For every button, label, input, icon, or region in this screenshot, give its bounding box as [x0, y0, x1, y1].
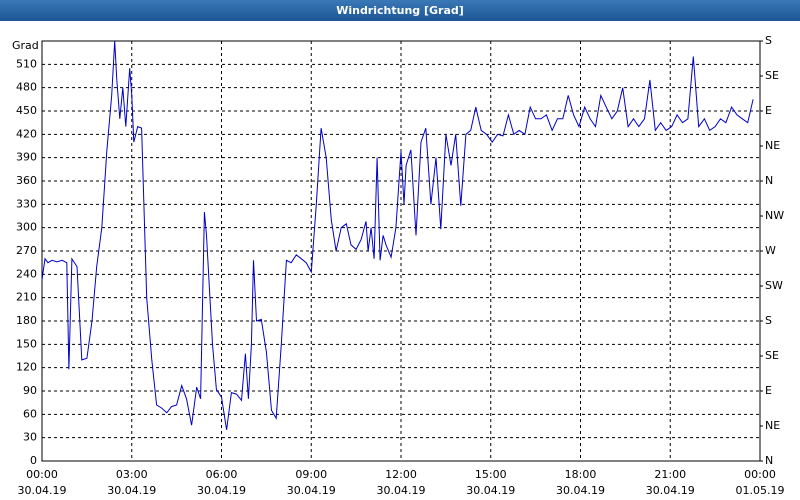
x-tick-date: 30.04.19 [646, 484, 695, 497]
title-bar [0, 0, 800, 21]
y-tick-label: 60 [23, 407, 37, 420]
y-tick-label: 210 [16, 291, 37, 304]
y-tick-label: 180 [16, 314, 37, 327]
y2-tick-label: SE [765, 69, 779, 82]
y-tick-label: 330 [16, 197, 37, 210]
y2-tick-label: S [765, 314, 772, 327]
x-tick-date: 30.04.19 [18, 484, 67, 497]
x-tick-label: 18:00 [565, 468, 597, 481]
y-tick-label: 450 [16, 104, 37, 117]
y2-tick-label: S [765, 34, 772, 47]
y-tick-label: 270 [16, 244, 37, 257]
y2-tick-label: N [765, 454, 773, 467]
x-tick-label: 09:00 [295, 468, 327, 481]
x-tick-date: 01.05.19 [736, 484, 785, 497]
y2-tick-label: W [765, 244, 776, 257]
x-tick-date: 30.04.19 [287, 484, 336, 497]
x-tick-label: 06:00 [206, 468, 238, 481]
x-tick-date: 30.04.19 [107, 484, 156, 497]
y2-tick-label: E [765, 104, 772, 117]
y-tick-label: 30 [23, 431, 37, 444]
x-tick-date: 30.04.19 [377, 484, 426, 497]
y-tick-label: 390 [16, 151, 37, 164]
x-tick-label: 00:00 [744, 468, 776, 481]
chart-title: Windrichtung [Grad] [336, 4, 464, 17]
y2-tick-label: E [765, 384, 772, 397]
x-tick-label: 21:00 [654, 468, 686, 481]
y2-tick-label: SE [765, 349, 779, 362]
y-tick-label: 480 [16, 81, 37, 94]
y-tick-label: 300 [16, 221, 37, 234]
y-tick-label: 0 [30, 454, 37, 467]
y-tick-label: 90 [23, 384, 37, 397]
x-tick-label: 15:00 [475, 468, 507, 481]
y2-tick-label: N [765, 174, 773, 187]
y-tick-label: 150 [16, 337, 37, 350]
x-tick-label: 03:00 [116, 468, 148, 481]
x-tick-date: 30.04.19 [197, 484, 246, 497]
y-tick-label: 510 [16, 57, 37, 70]
y2-tick-label: NE [765, 139, 780, 152]
y-tick-label: 240 [16, 267, 37, 280]
x-tick-label: 00:00 [26, 468, 58, 481]
y-tick-label: 120 [16, 361, 37, 374]
y2-tick-label: NW [765, 209, 784, 222]
y-tick-label: 360 [16, 174, 37, 187]
x-tick-label: 12:00 [385, 468, 417, 481]
y-tick-label: 420 [16, 127, 37, 140]
y2-tick-label: NE [765, 419, 780, 432]
data-line [41, 40, 754, 430]
x-tick-date: 30.04.19 [556, 484, 605, 497]
y2-tick-label: SW [765, 279, 783, 292]
x-tick-date: 30.04.19 [466, 484, 515, 497]
y-axis-label: Grad [12, 39, 39, 52]
